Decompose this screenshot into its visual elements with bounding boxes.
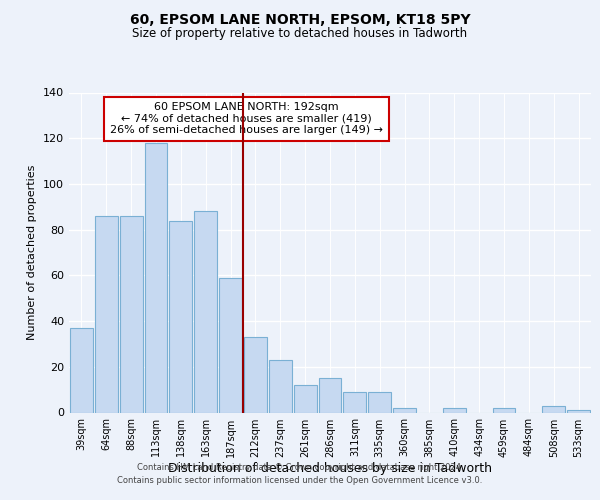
Bar [269,360,292,412]
Bar [194,212,217,412]
Bar [70,328,93,412]
Text: Size of property relative to detached houses in Tadworth: Size of property relative to detached ho… [133,28,467,40]
Bar [219,278,242,412]
Bar [542,406,565,412]
Bar [443,408,466,412]
Bar [493,408,515,412]
Bar [368,392,391,412]
Bar [567,410,590,412]
Bar [120,216,143,412]
Y-axis label: Number of detached properties: Number of detached properties [28,165,37,340]
Bar [294,385,317,412]
Bar [169,220,192,412]
X-axis label: Distribution of detached houses by size in Tadworth: Distribution of detached houses by size … [168,462,492,475]
Text: Contains public sector information licensed under the Open Government Licence v3: Contains public sector information licen… [118,476,482,485]
Bar [393,408,416,412]
Bar [145,143,167,412]
Bar [95,216,118,412]
Bar [244,337,267,412]
Text: Contains HM Land Registry data © Crown copyright and database right 2024.: Contains HM Land Registry data © Crown c… [137,462,463,471]
Bar [319,378,341,412]
Text: 60 EPSOM LANE NORTH: 192sqm
← 74% of detached houses are smaller (419)
26% of se: 60 EPSOM LANE NORTH: 192sqm ← 74% of det… [110,102,383,136]
Bar [343,392,366,412]
Text: 60, EPSOM LANE NORTH, EPSOM, KT18 5PY: 60, EPSOM LANE NORTH, EPSOM, KT18 5PY [130,12,470,26]
